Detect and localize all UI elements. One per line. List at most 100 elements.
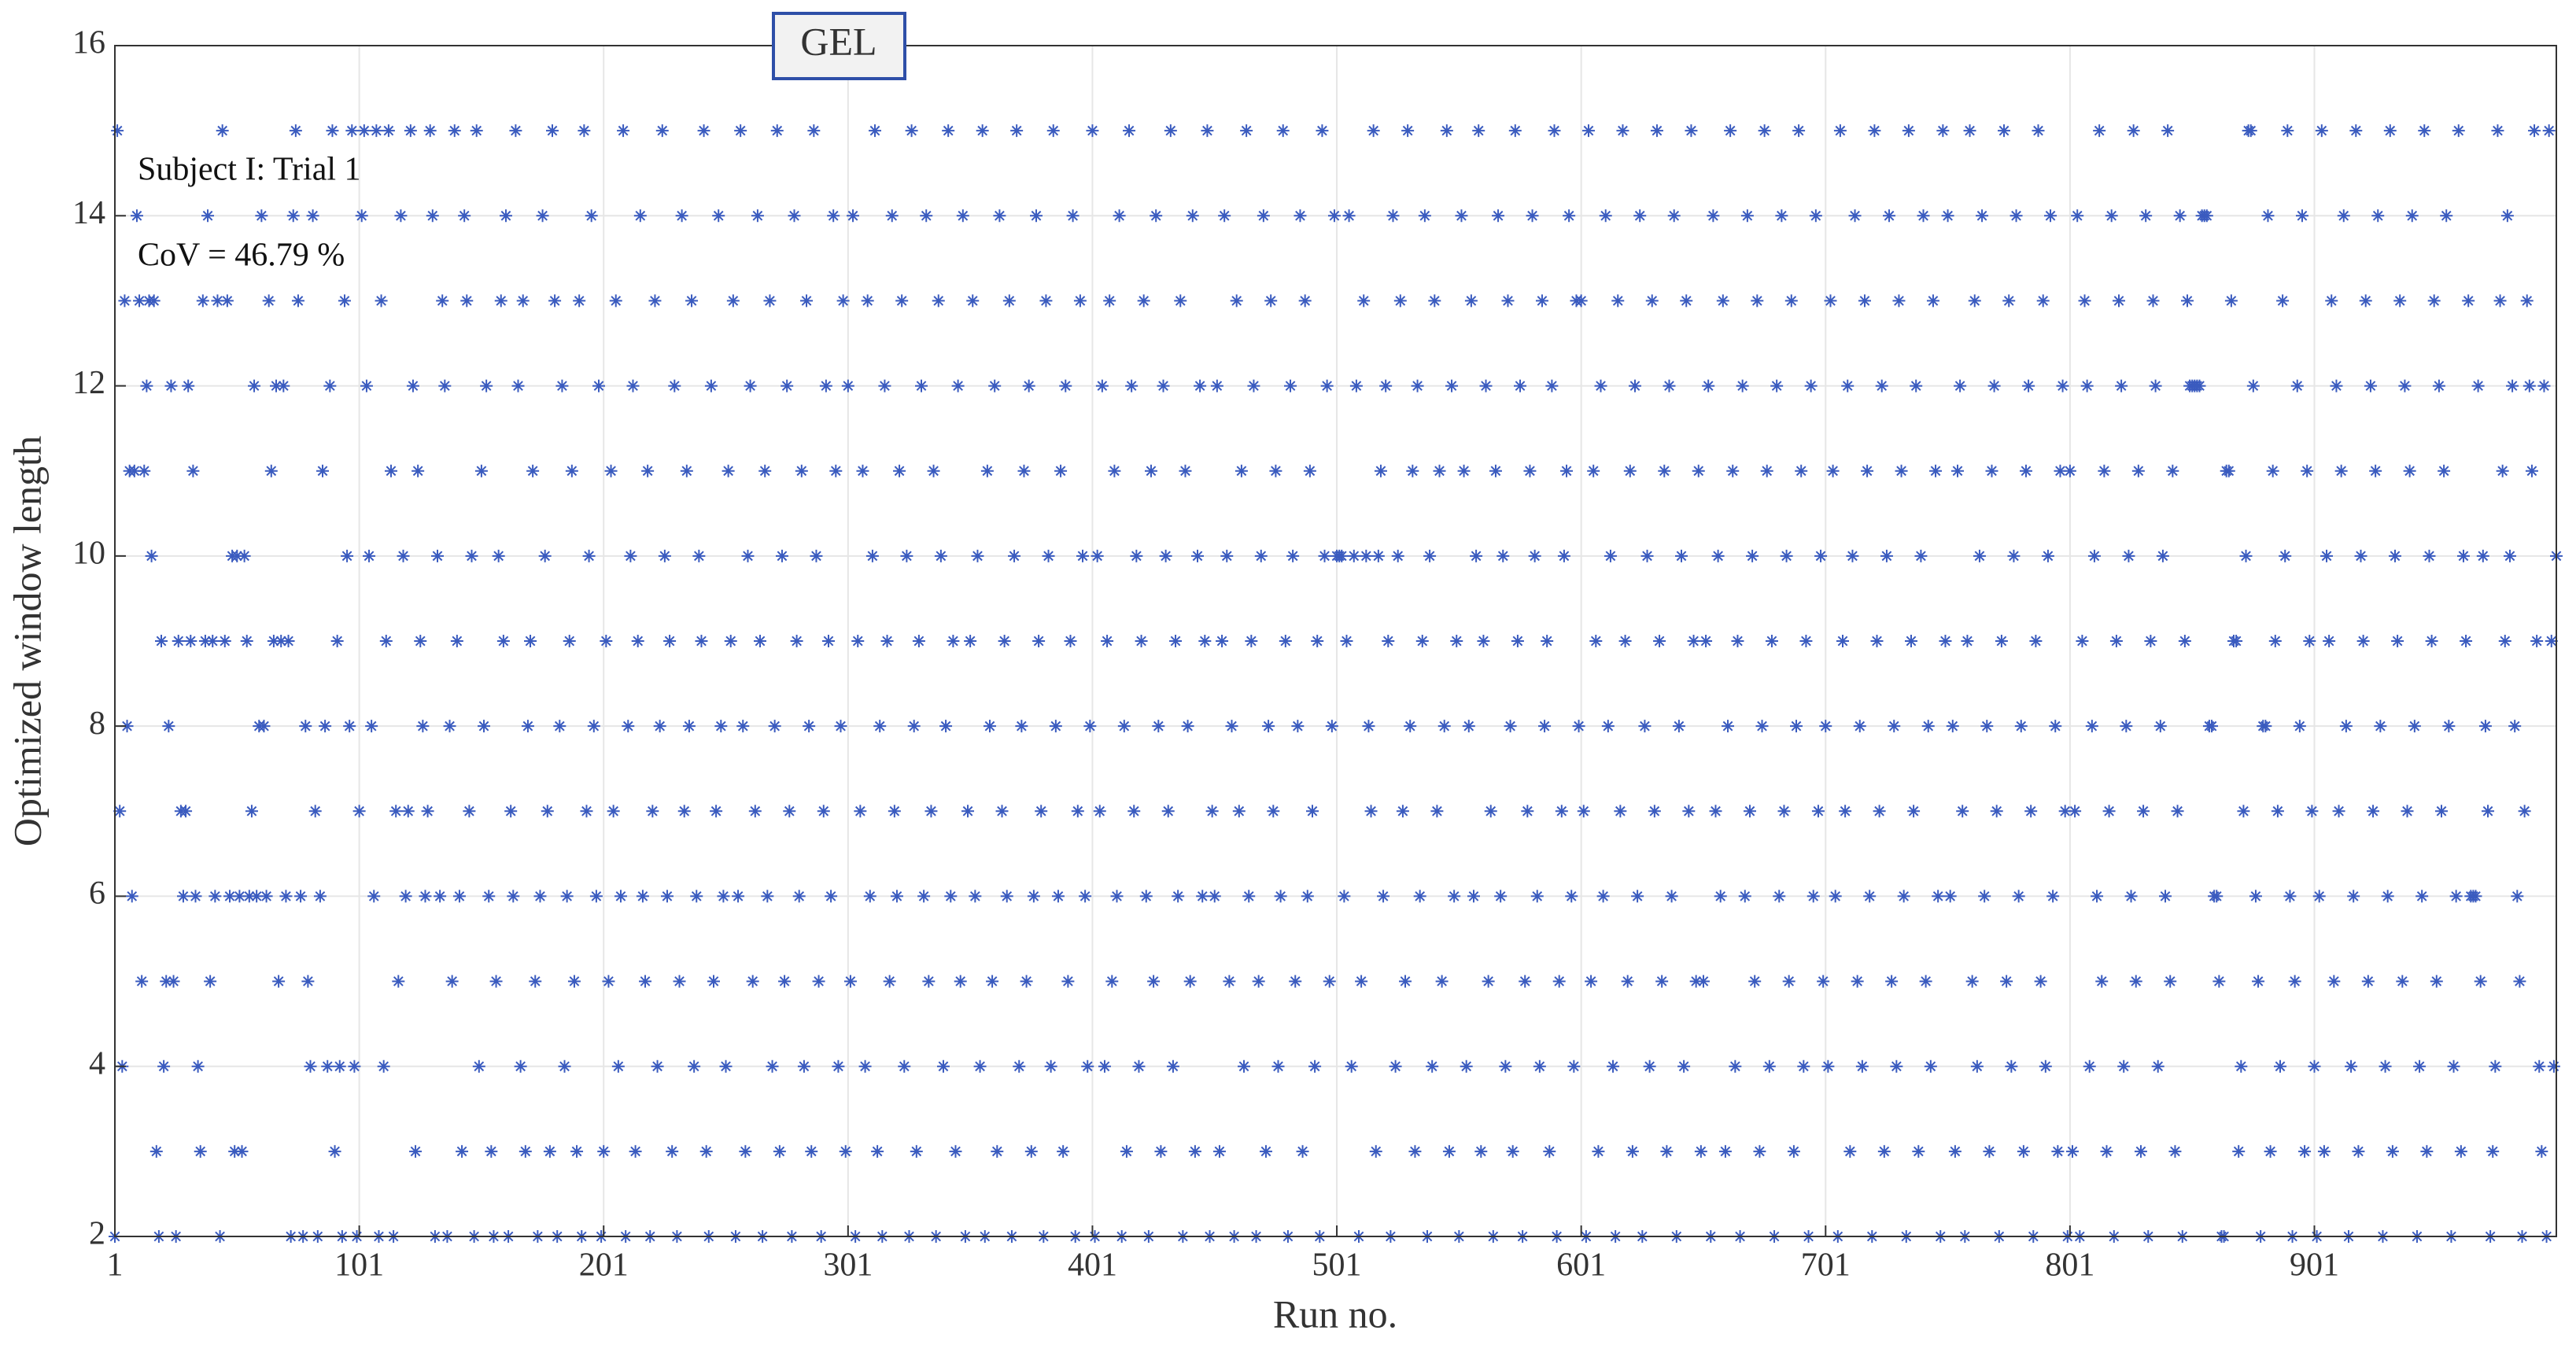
point <box>1910 379 1923 392</box>
point <box>880 635 894 647</box>
point <box>262 294 275 308</box>
point <box>2381 890 2394 903</box>
point <box>907 720 921 733</box>
point <box>404 124 417 138</box>
point <box>2024 805 2038 818</box>
x-tick-label: 301 <box>823 1247 873 1284</box>
point <box>1259 1144 1272 1158</box>
point <box>567 975 581 988</box>
point <box>1621 975 1634 988</box>
point <box>2171 805 2184 818</box>
point <box>966 294 980 308</box>
point <box>392 975 405 988</box>
point <box>2359 294 2372 308</box>
point <box>260 890 273 903</box>
point <box>2542 124 2556 138</box>
point <box>1196 890 1209 903</box>
point <box>797 1059 810 1073</box>
point <box>2271 805 2284 818</box>
point <box>176 890 190 903</box>
point <box>1939 635 1952 647</box>
point <box>1477 635 1490 647</box>
point <box>357 124 371 138</box>
point <box>2438 464 2451 477</box>
point <box>836 294 850 308</box>
point <box>2153 720 2167 733</box>
point <box>426 209 439 223</box>
point <box>732 890 745 903</box>
point <box>1086 124 1099 138</box>
point <box>1904 635 1917 647</box>
point <box>2418 124 2431 138</box>
point <box>677 805 691 818</box>
point <box>2435 805 2449 818</box>
point <box>869 124 881 138</box>
point <box>1464 294 1478 308</box>
point <box>1064 635 1077 647</box>
point <box>936 1059 950 1073</box>
point <box>1765 635 1778 647</box>
point <box>541 805 554 818</box>
point <box>1450 635 1463 647</box>
point <box>688 1059 701 1073</box>
point <box>839 1144 852 1158</box>
point <box>521 720 534 733</box>
point <box>189 890 202 903</box>
point <box>2032 124 2045 138</box>
point <box>499 209 512 223</box>
point <box>790 635 803 647</box>
point <box>2200 209 2213 223</box>
point <box>1059 379 1072 392</box>
point <box>639 975 652 988</box>
point <box>2010 209 2023 223</box>
point <box>2469 890 2482 903</box>
point <box>805 1144 818 1158</box>
point <box>2293 720 2306 733</box>
point <box>1254 549 1268 562</box>
point <box>2102 805 2116 818</box>
point <box>2405 209 2419 223</box>
point <box>1658 464 1671 477</box>
point <box>1660 1144 1674 1158</box>
point <box>233 890 246 903</box>
point <box>1589 635 1603 647</box>
point <box>370 124 383 138</box>
point <box>485 1144 498 1158</box>
point <box>1653 635 1666 647</box>
point <box>2127 124 2140 138</box>
point <box>1130 549 1143 562</box>
point <box>898 1059 911 1073</box>
point <box>463 805 476 818</box>
point <box>1848 209 1862 223</box>
point <box>524 635 537 647</box>
point <box>973 1059 987 1073</box>
point <box>1113 209 1126 223</box>
point <box>294 890 308 903</box>
point <box>895 294 909 308</box>
point <box>1035 805 1048 818</box>
point <box>2364 379 2377 392</box>
point <box>1406 464 1419 477</box>
point <box>2317 1144 2331 1158</box>
point <box>719 1059 733 1073</box>
point <box>1301 890 1314 903</box>
point <box>2149 379 2162 392</box>
point <box>1914 549 1928 562</box>
point <box>1751 294 1764 308</box>
point <box>2398 379 2412 392</box>
point <box>206 635 220 647</box>
point <box>2447 1059 2460 1073</box>
point <box>1846 549 1859 562</box>
point <box>1743 805 1756 818</box>
point <box>712 209 725 223</box>
point <box>1457 464 1471 477</box>
point <box>754 635 767 647</box>
point <box>2029 635 2043 647</box>
point <box>1858 294 1871 308</box>
point <box>1482 975 1495 988</box>
point <box>2039 1059 2052 1073</box>
point <box>2235 1059 2248 1073</box>
point <box>2051 1144 2065 1158</box>
point <box>2478 720 2492 733</box>
point <box>1360 549 1373 562</box>
